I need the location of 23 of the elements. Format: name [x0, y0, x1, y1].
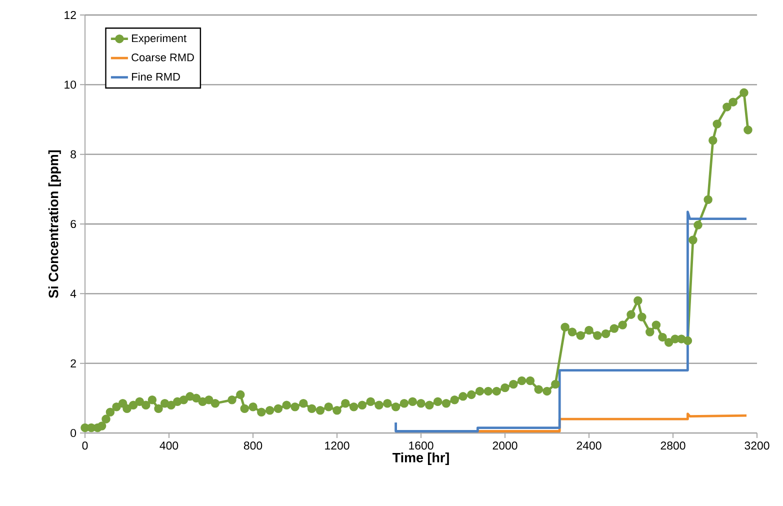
x-tick-label: 2400 [576, 442, 602, 450]
y-tick-label: 10 [64, 80, 76, 89]
x-tick-label: 1200 [325, 442, 350, 450]
legend-label: Experiment [132, 34, 186, 44]
y-tick-label: 6 [70, 220, 76, 228]
x-tick-label: 2000 [492, 442, 518, 450]
y-tick-label: 4 [70, 290, 76, 298]
x-tick-label: 2800 [660, 442, 686, 450]
y-axis-title: Si Concentration [ppm] [48, 150, 61, 298]
legend-label: Coarse RMD [132, 54, 194, 62]
line-series [394, 210, 748, 432]
y-tick-label: 0 [70, 428, 76, 438]
x-axis-title: Time [hr] [392, 452, 449, 466]
line-series [476, 412, 748, 432]
y-tick-label: 2 [70, 359, 76, 368]
y-tick-label: 8 [70, 150, 76, 158]
x-tick-label: 400 [160, 442, 178, 450]
legend-label: Fine RMD [132, 72, 180, 81]
x-tick-label: 3200 [744, 442, 770, 450]
x-tick-label: 0 [82, 442, 88, 450]
x-tick-label: 800 [244, 442, 262, 450]
x-tick-label: 1600 [409, 442, 434, 450]
y-tick-label: 12 [64, 10, 76, 19]
